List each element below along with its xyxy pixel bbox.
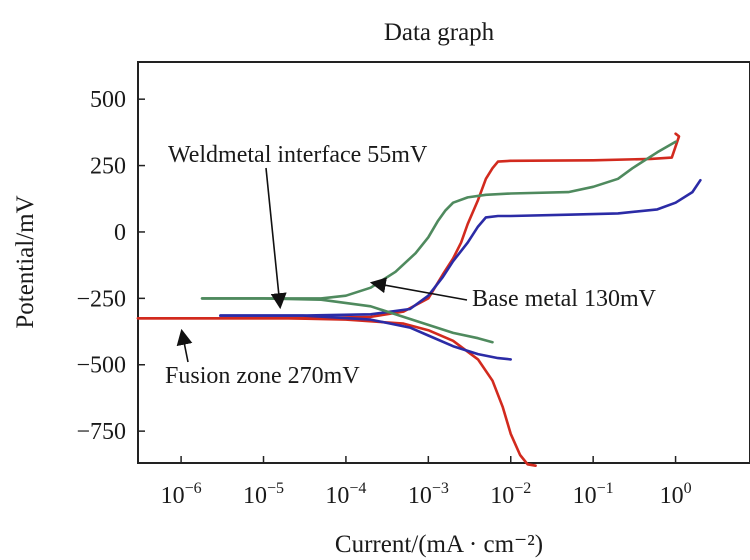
x-tick-label: 10−1 xyxy=(573,480,614,509)
x-axis-ticks: 10−6 10−5 10−4 10−3 10−2 10−1 100 xyxy=(161,456,692,509)
series-0-branch-cathodic xyxy=(136,316,537,468)
annotation-layer: Weldmetal interface 55mV Base metal 130m… xyxy=(165,142,657,389)
y-tick-label: 500 xyxy=(90,87,126,113)
x-tick-label: 10−4 xyxy=(325,480,366,509)
annotation-fusion-zone: Fusion zone 270mV xyxy=(165,363,360,389)
arrow-base-metal xyxy=(369,277,468,301)
y-tick-label: −250 xyxy=(76,286,126,312)
x-tick-label: 10−2 xyxy=(490,480,531,509)
series-2-branch-anodic xyxy=(200,140,677,300)
y-axis-ticks: 500 250 0 −250 −500 −750 xyxy=(76,87,145,445)
chart-title: Data graph xyxy=(384,19,495,46)
arrow-fusion-zone xyxy=(176,328,193,363)
x-tick-label: 100 xyxy=(660,480,692,509)
y-axis-label: Potential/mV xyxy=(12,195,39,328)
y-tick-label: 0 xyxy=(114,220,126,246)
x-axis-label: Current/(mA · cm⁻²) xyxy=(335,531,543,558)
annotation-weldmetal-interface: Weldmetal interface 55mV xyxy=(168,142,428,168)
x-tick-label: 10−5 xyxy=(243,480,284,509)
series-layer xyxy=(136,132,702,468)
series-1-branch-anodic xyxy=(219,178,702,317)
series-1-branch-cathodic xyxy=(219,314,513,361)
y-tick-label: −500 xyxy=(76,353,126,379)
y-tick-label: −750 xyxy=(76,419,126,445)
annotation-base-metal: Base metal 130mV xyxy=(472,286,657,312)
x-tick-label: 10−6 xyxy=(161,480,202,509)
y-tick-label: 250 xyxy=(90,154,126,180)
series-0-branch-anodic xyxy=(136,132,681,320)
arrow-weldmetal-interface xyxy=(265,167,287,310)
plot-area-frame xyxy=(137,61,750,464)
x-tick-label: 10−3 xyxy=(408,480,449,509)
